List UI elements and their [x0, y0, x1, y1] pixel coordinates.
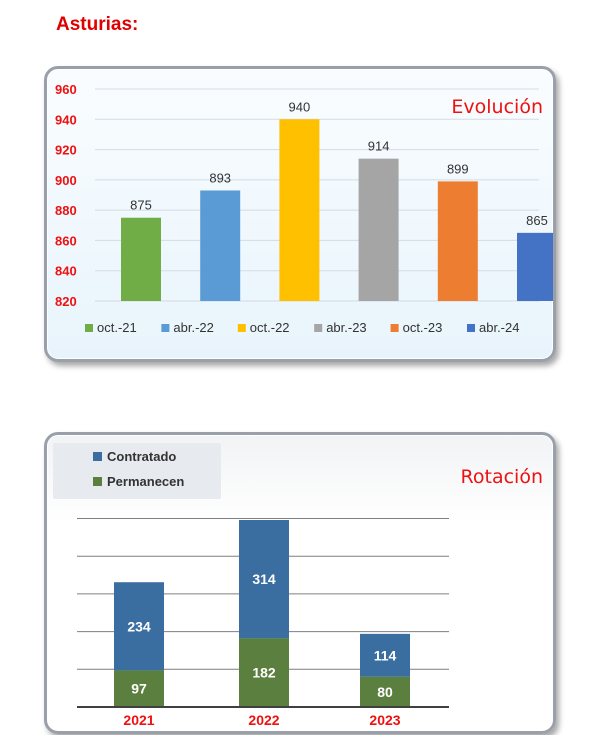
chart-title: Evolución: [451, 96, 543, 118]
legend-swatch: [93, 452, 102, 461]
rotacion-chart-panel: 234 97 2021 314 182 2022 114 80 2023 Rotación Cont…: [44, 432, 556, 734]
page-title: Asturias:: [56, 14, 139, 35]
legend-swatch: [161, 324, 170, 332]
y-tick-label: 960: [55, 82, 77, 97]
bar: [437, 181, 478, 301]
bar: [279, 119, 320, 302]
legend-swatch: [467, 324, 475, 332]
legend-swatch: [390, 324, 399, 332]
data-label: 182: [252, 665, 276, 681]
rotacion-chart: 234 97 2021 314 182 2022 114 80 2023 Rotación Cont…: [53, 443, 543, 728]
bar-contratado: [114, 582, 164, 671]
x-tick-label: 2021: [123, 712, 154, 728]
data-label: 865: [526, 213, 548, 228]
legend-label: Permanecen: [107, 474, 184, 489]
legend-swatch: [93, 477, 102, 486]
evolucion-chart: 820 840 860 880 900 920 940 960 Evolución 875 893 9…: [55, 82, 553, 335]
x-tick-label: 2023: [369, 712, 400, 728]
legend-swatch: [314, 324, 323, 332]
bar-permanecen: [239, 638, 289, 707]
data-label: 893: [209, 170, 231, 185]
data-label: 875: [130, 198, 152, 213]
legend-label: abr.-23: [326, 320, 366, 335]
legend-label: Contratado: [107, 449, 176, 464]
bar: [121, 217, 161, 301]
evolucion-chart-panel: 820 840 860 880 900 920 940 960 Evolución 875 893 9…: [44, 66, 556, 362]
y-tick-label: 920: [55, 143, 77, 158]
y-tick-label: 880: [55, 203, 77, 218]
y-tick-label: 840: [55, 264, 77, 279]
bar: [517, 232, 553, 301]
data-label: 899: [447, 161, 469, 176]
bar-contratado: [239, 520, 289, 639]
data-label: 234: [127, 618, 151, 634]
bar-permanecen: [360, 676, 410, 707]
data-label: 940: [289, 99, 311, 114]
legend-swatch: [237, 324, 246, 332]
legend-swatch: [85, 324, 93, 332]
legend-label: oct.-22: [250, 320, 290, 335]
data-label: 314: [252, 571, 276, 587]
data-label: 97: [131, 681, 147, 697]
bar: [200, 190, 241, 301]
x-tick-label: 2022: [248, 712, 279, 728]
data-label: 914: [368, 139, 390, 154]
data-label: 114: [374, 647, 397, 663]
bar: [358, 158, 399, 301]
y-tick-label: 820: [55, 294, 77, 309]
y-tick-label: 900: [55, 173, 77, 188]
y-tick-label: 860: [55, 233, 77, 248]
bar-contratado: [360, 633, 410, 677]
legend-label: oct.-21: [97, 320, 137, 335]
legend-label: abr.-24: [479, 320, 519, 335]
y-tick-label: 940: [55, 112, 77, 127]
legend-label: oct.-23: [403, 320, 443, 335]
chart-title: Rotación: [461, 466, 543, 488]
bar-permanecen: [114, 670, 164, 707]
data-label: 80: [377, 684, 393, 700]
legend-label: abr.-22: [173, 320, 213, 335]
